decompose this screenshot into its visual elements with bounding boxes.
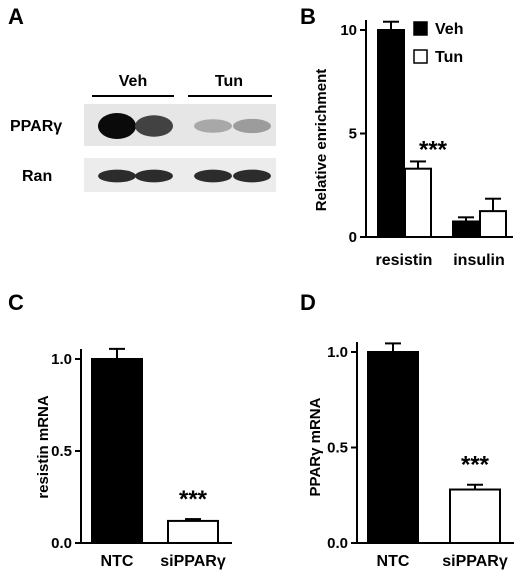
blot-group-veh: Veh: [119, 73, 147, 90]
y-tick-label: 1.0: [51, 351, 72, 368]
chart-c-plot: 0.0 0.5 1.0 NTC siPPARγ ***: [51, 347, 232, 570]
significance-annotation: ***: [461, 452, 490, 479]
blot-band-ran: [135, 169, 173, 183]
chart-b-plot: 0 5 10 resistin insulin ***: [340, 20, 513, 269]
category-label: NTC: [101, 553, 134, 570]
chart-b-legend: Veh Tun: [413, 21, 463, 66]
y-tick-label: 0.5: [51, 443, 72, 460]
blot-row-ran: Ran: [22, 168, 52, 185]
category-label: siPPARγ: [442, 553, 508, 570]
y-tick-label: 0.0: [327, 535, 348, 552]
bar: [167, 519, 219, 544]
chart-c-ylabel: resistin mRNA: [35, 395, 52, 499]
blot-band-ppar: [194, 119, 232, 133]
bar: [479, 210, 507, 238]
category-label: NTC: [377, 553, 410, 570]
legend-label-veh: Veh: [435, 21, 463, 38]
blot-band-ppar: [135, 115, 173, 137]
chart-d-plot: 0.0 0.5 1.0 NTC siPPARγ ***: [327, 342, 514, 570]
panel-label-c: C: [8, 290, 24, 315]
y-tick-label: 5: [349, 126, 357, 143]
y-tick-label: 10: [340, 22, 357, 39]
panel-label-b: B: [300, 4, 316, 29]
significance-annotation: ***: [179, 486, 208, 513]
blot-band-ran: [194, 169, 232, 183]
panel-label-d: D: [300, 290, 316, 315]
blot-group-tun: Tun: [215, 73, 243, 90]
category-label: siPPARγ: [160, 553, 226, 570]
y-tick-label: 0: [349, 229, 357, 246]
category-label: resistin: [376, 252, 433, 269]
blot-band-ppar: [233, 118, 271, 134]
legend-swatch-veh: [413, 21, 428, 36]
bar: [367, 351, 419, 544]
blot-ran-bands: [98, 169, 271, 183]
bar: [449, 488, 501, 544]
significance-annotation: ***: [419, 136, 448, 163]
bar: [377, 29, 405, 238]
category-label: insulin: [453, 252, 505, 269]
blot-band-ran: [98, 169, 136, 183]
legend-label-tun: Tun: [435, 49, 463, 66]
legend-swatch-tun: [413, 49, 428, 64]
blot-band-ran: [233, 169, 271, 183]
blot-row-ppar: PPARγ: [10, 118, 62, 135]
blot-ppar-bands: [98, 113, 271, 139]
panel-label-a: A: [8, 4, 24, 29]
y-tick-label: 1.0: [327, 344, 348, 361]
y-tick-label: 0.5: [327, 440, 348, 457]
blot-band-ppar: [98, 113, 136, 139]
chart-b-ylabel: Relative enrichment: [313, 69, 330, 212]
bar: [404, 167, 432, 238]
y-tick-label: 0.0: [51, 535, 72, 552]
bar: [91, 358, 143, 544]
chart-d-ylabel: PPARγ mRNA: [307, 397, 324, 496]
bar: [452, 220, 480, 239]
